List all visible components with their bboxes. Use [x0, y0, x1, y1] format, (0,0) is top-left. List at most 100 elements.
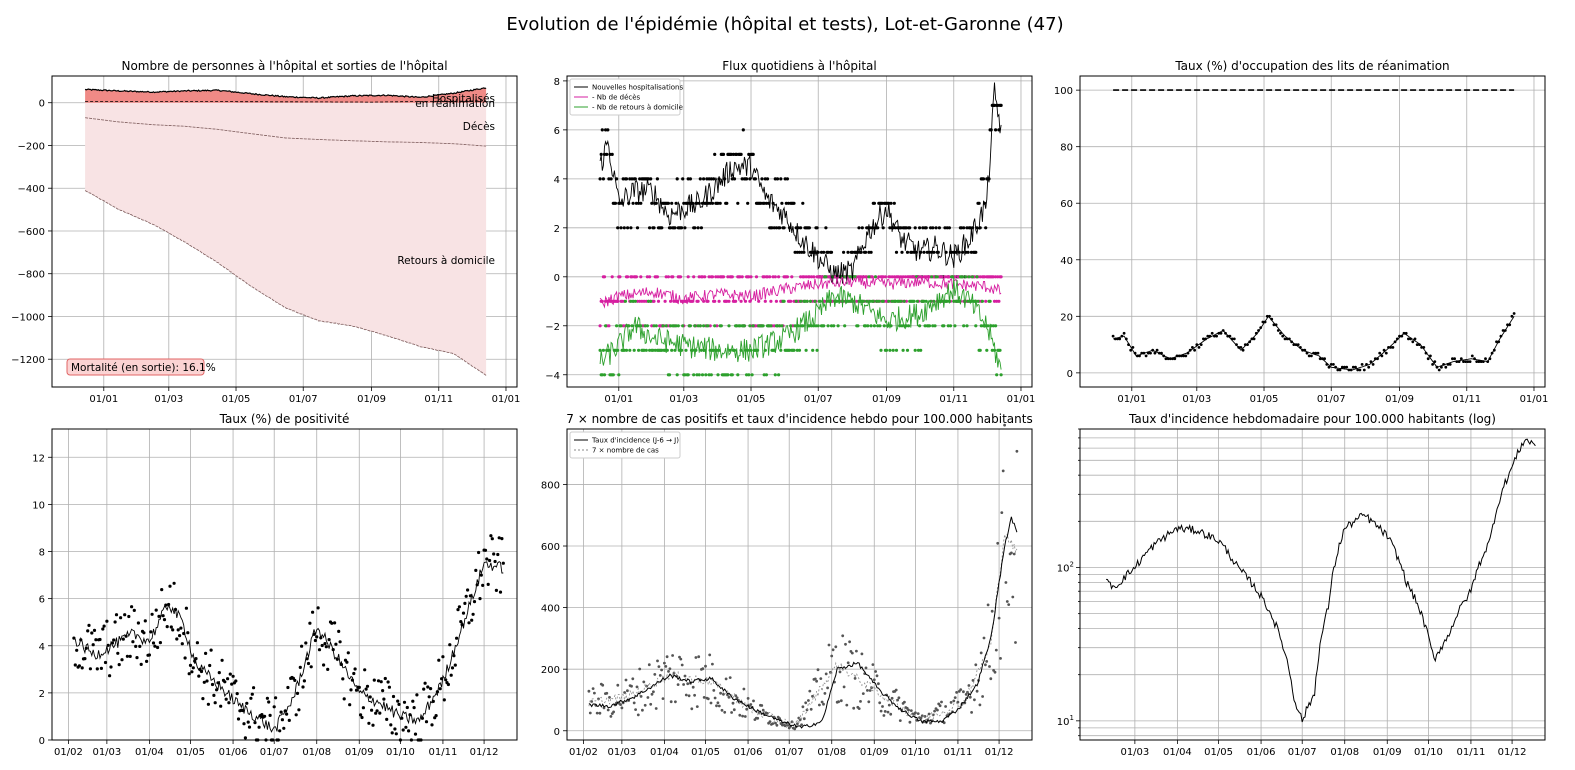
cas-dots-point — [771, 722, 775, 725]
positivite-dots-point — [297, 708, 301, 712]
positivite-dots-point — [253, 721, 257, 725]
cas-dots-point — [635, 685, 639, 689]
flux-dots-deces-point — [734, 299, 738, 303]
flux-dots-retours-point — [816, 324, 820, 328]
positivite-dots-point — [429, 687, 433, 691]
positivite-dots-point — [326, 667, 330, 672]
cas-dots-point — [916, 712, 920, 715]
flux-dots-nouvelles-point — [681, 177, 685, 181]
flux-dots-deces-point — [708, 324, 712, 328]
cas-dots-point — [871, 663, 875, 666]
flux-dots-nouvelles-point — [795, 250, 799, 254]
flux-dots-retours-point — [704, 373, 708, 377]
cas-dots-point — [978, 703, 982, 707]
flux-dots-retours-point — [615, 324, 619, 328]
flux-dots-nouvelles-point — [655, 177, 660, 181]
taux-dots-point — [1354, 365, 1357, 369]
flux-dots-deces-point — [791, 324, 795, 328]
taux-dots-point — [1292, 343, 1296, 346]
flux-dots-retours-point — [935, 275, 939, 279]
retours-label: Retours à domicile — [397, 255, 495, 267]
positivite-dots-point — [138, 644, 142, 649]
taux-dots-point — [1468, 360, 1472, 363]
taux-dots-point — [1173, 357, 1177, 361]
x-tick-label: 01/08 — [302, 747, 331, 758]
taux-dots-point — [1358, 368, 1362, 372]
positivite-dots-point — [407, 729, 411, 733]
flux-dots-nouvelles-point — [829, 250, 834, 254]
flux-dots-retours-point — [861, 299, 866, 303]
positivite-dots-point — [441, 655, 445, 659]
x-tick-label: 01/07 — [775, 747, 804, 758]
cas-dots-point — [642, 680, 646, 684]
taux-dots-point — [1153, 351, 1157, 355]
cas-dots-point — [649, 702, 653, 706]
cas-dots-point — [839, 699, 843, 703]
flux-dots-nouvelles-point — [613, 201, 618, 205]
flux-dots-retours-point — [998, 348, 1002, 352]
cas-dots-point — [877, 682, 880, 686]
cas-dots-point — [624, 678, 628, 682]
taux-dots-point — [1217, 331, 1221, 335]
positivite-dots-point — [149, 630, 153, 634]
positivite-dots-point — [448, 643, 452, 647]
flux-dots-nouvelles-point — [606, 128, 610, 132]
flux-dots-retours-point — [967, 275, 971, 279]
flux-dots-nouvelles-point — [707, 177, 711, 181]
cas-dots-point — [874, 670, 877, 673]
flux-dots-deces-point — [635, 299, 640, 303]
positivite-dots-point — [268, 713, 272, 718]
flux-dots-nouvelles-point — [629, 226, 633, 230]
taux-dots-point — [1391, 346, 1395, 349]
positivite-dots-point — [224, 697, 228, 701]
taux-dots-point — [1387, 346, 1390, 349]
positivite-dots-point — [91, 643, 95, 647]
flux-dots-nouvelles-point — [759, 201, 763, 205]
taux-dots-point — [1404, 331, 1408, 335]
flux-dots-nouvelles-point — [921, 226, 925, 230]
positivite-dots-point — [267, 700, 271, 704]
cas-dots-point — [643, 703, 647, 707]
flux-dots-nouvelles-point — [760, 177, 764, 181]
positivite-dots-point — [370, 708, 374, 712]
flux-dots-retours-point — [801, 324, 805, 328]
taux-dots-point — [1437, 368, 1441, 372]
positivite-dots-point — [186, 631, 190, 635]
cas-dots-point — [996, 541, 1000, 545]
flux-dots-retours-point — [912, 299, 916, 303]
positivite-dots-point — [119, 616, 123, 620]
positivite-dots-point — [184, 606, 188, 610]
cas-dots-point — [743, 715, 747, 718]
positivite-dots-point — [90, 631, 94, 635]
flux-dots-nouvelles-point — [872, 201, 877, 205]
y-tick-label: 8 — [39, 548, 45, 559]
positivite-dots-point — [199, 669, 204, 674]
legend-box — [569, 78, 681, 116]
taux-dots-point — [1413, 337, 1417, 341]
y-tick-label: 40 — [1060, 256, 1073, 267]
positivite-dots-point — [260, 713, 264, 717]
flux-dots-retours-point — [773, 373, 777, 377]
flux-dots-nouvelles-point — [893, 226, 898, 230]
positivite-dots-point — [194, 657, 198, 661]
flux-dots-retours-point — [922, 299, 926, 303]
cas-dots-point — [774, 721, 777, 725]
flux-dots-retours-point — [999, 373, 1003, 377]
taux-dots-point — [1239, 346, 1243, 349]
x-tick-label: 01/09 — [860, 747, 889, 758]
flux-dots-deces-point — [663, 299, 667, 303]
positivite-dots-point — [324, 645, 328, 649]
flux-dots-retours-point — [980, 299, 985, 303]
cas-dots-point — [1003, 423, 1006, 427]
positivite-dots-point — [397, 702, 401, 707]
cas-dots-point — [801, 705, 805, 709]
positivite-dots-point — [478, 597, 482, 601]
flux-dots-deces-point — [777, 275, 781, 279]
flux-dots-retours-point — [988, 299, 992, 303]
cas-dots-point — [804, 701, 808, 705]
positivite-dots-point — [298, 665, 302, 670]
flux-dots-nouvelles-point — [605, 152, 609, 156]
cas-dots-point — [823, 692, 827, 695]
cas-dots-point — [967, 684, 971, 687]
positivite-dots-point — [242, 722, 246, 726]
